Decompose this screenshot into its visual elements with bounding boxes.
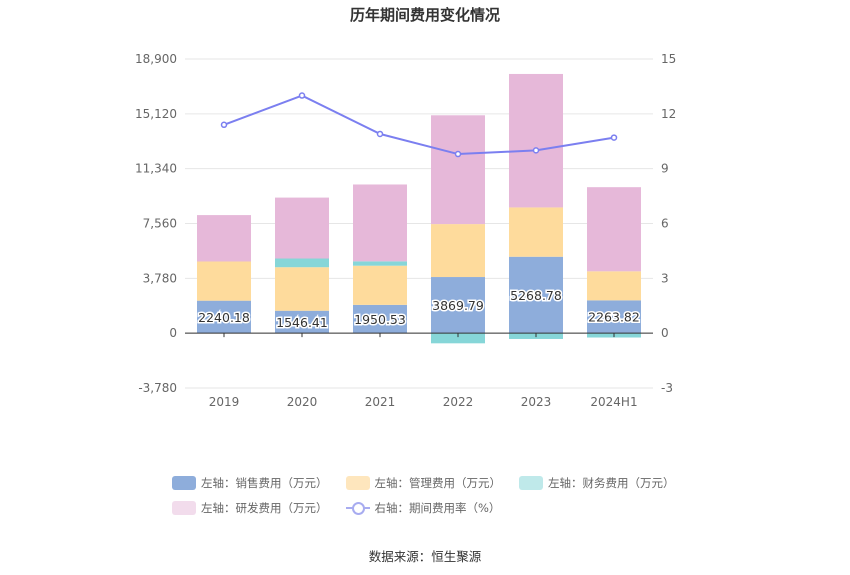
legend-item-rd[interactable]: 左轴：研发费用（万元）	[172, 500, 328, 516]
legend-line-marker-icon	[345, 501, 370, 515]
bar-segment	[275, 258, 329, 268]
bar-segment	[509, 73, 563, 208]
bar-segment	[275, 197, 329, 259]
bar-segment	[275, 310, 329, 334]
legend-swatch-sales	[172, 475, 196, 490]
legend-item-finance[interactable]: 左轴：财务费用（万元）	[519, 475, 675, 491]
data-label: 3869.79	[432, 298, 484, 313]
right-axis-tick-label: -3	[661, 381, 673, 395]
data-label: 2263.82	[588, 310, 640, 325]
bar-segment	[275, 267, 329, 311]
x-axis-tick-label: 2020	[287, 395, 318, 409]
right-axis-tick-label: 15	[661, 52, 676, 66]
legend: 左轴：销售费用（万元） 左轴：管理费用（万元） 左轴：财务费用（万元） 左轴：研…	[172, 470, 692, 520]
rate-point	[454, 150, 462, 158]
x-axis-tick-label: 2019	[209, 395, 240, 409]
data-label: 1546.41	[276, 315, 328, 330]
rate-point	[610, 134, 618, 141]
bar-segment	[431, 224, 485, 278]
rate-point	[532, 147, 540, 154]
right-axis-tick-label: 0	[661, 326, 669, 340]
bar-segment	[353, 261, 407, 266]
bar-segment	[587, 187, 641, 272]
bar-segment	[431, 277, 485, 334]
left-axis-tick-label: 7,560	[143, 217, 177, 231]
left-axis-tick-label: 18,900	[135, 52, 177, 66]
chart-title: 历年期间费用变化情况	[349, 6, 500, 24]
x-axis-tick-label: 2022	[443, 395, 474, 409]
x-axis-tick-label: 2024H1	[590, 395, 637, 409]
rate-point	[220, 121, 228, 129]
data-label: 2240.18	[198, 310, 250, 325]
right-axis-tick-label: 3	[661, 271, 669, 285]
right-axis-tick-label: 9	[661, 162, 669, 176]
rate-point	[298, 92, 306, 99]
right-axis-tick-label: 6	[661, 217, 669, 231]
legend-label-rate: 右轴：期间费用率（%）	[374, 500, 501, 515]
bar-segment	[197, 261, 251, 301]
bar-segment	[197, 300, 251, 334]
legend-label-rd: 左轴：研发费用（万元）	[201, 500, 328, 515]
bar-segment	[353, 304, 407, 334]
left-axis-tick-label: 15,120	[135, 107, 177, 121]
x-axis-tick-label: 2023	[521, 395, 552, 409]
bar-segment	[431, 115, 485, 225]
data-source: 数据来源：恒生聚源	[368, 549, 482, 564]
legend-swatch-admin	[345, 475, 370, 490]
bar-segment	[353, 184, 407, 262]
left-axis-tick-label: 11,340	[135, 162, 177, 176]
legend-label-sales: 左轴：销售费用（万元）	[201, 475, 328, 490]
legend-swatch-finance	[519, 475, 543, 490]
data-label: 5268.78	[510, 288, 562, 303]
legend-label-finance: 左轴：财务费用（万元）	[548, 475, 675, 490]
left-axis-tick-label: 0	[169, 326, 177, 340]
legend-item-sales[interactable]: 左轴：销售费用（万元）	[172, 475, 328, 491]
rate-line	[223, 94, 615, 156]
legend-item-admin[interactable]: 左轴：管理费用（万元）	[345, 475, 502, 491]
left-axis-tick-label: 3,780	[143, 271, 177, 285]
bar-segment	[587, 300, 641, 334]
right-axis-tick-label: 12	[661, 107, 676, 121]
legend-label-admin: 左轴：管理费用（万元）	[374, 475, 502, 490]
bar-segment	[353, 265, 407, 305]
legend-item-rate[interactable]: 右轴：期间费用率（%）	[345, 500, 501, 516]
bar-segment	[431, 333, 485, 344]
left-axis-tick-label: -3,780	[138, 381, 177, 395]
legend-swatch-rd	[172, 500, 196, 515]
x-axis-tick-label: 2021	[365, 395, 396, 409]
rate-point	[376, 130, 384, 138]
bar-segment	[509, 207, 563, 257]
bar-segment	[509, 256, 563, 334]
bar-segment	[197, 215, 251, 262]
data-label: 1950.53	[354, 312, 406, 327]
bar-segment	[587, 271, 641, 301]
